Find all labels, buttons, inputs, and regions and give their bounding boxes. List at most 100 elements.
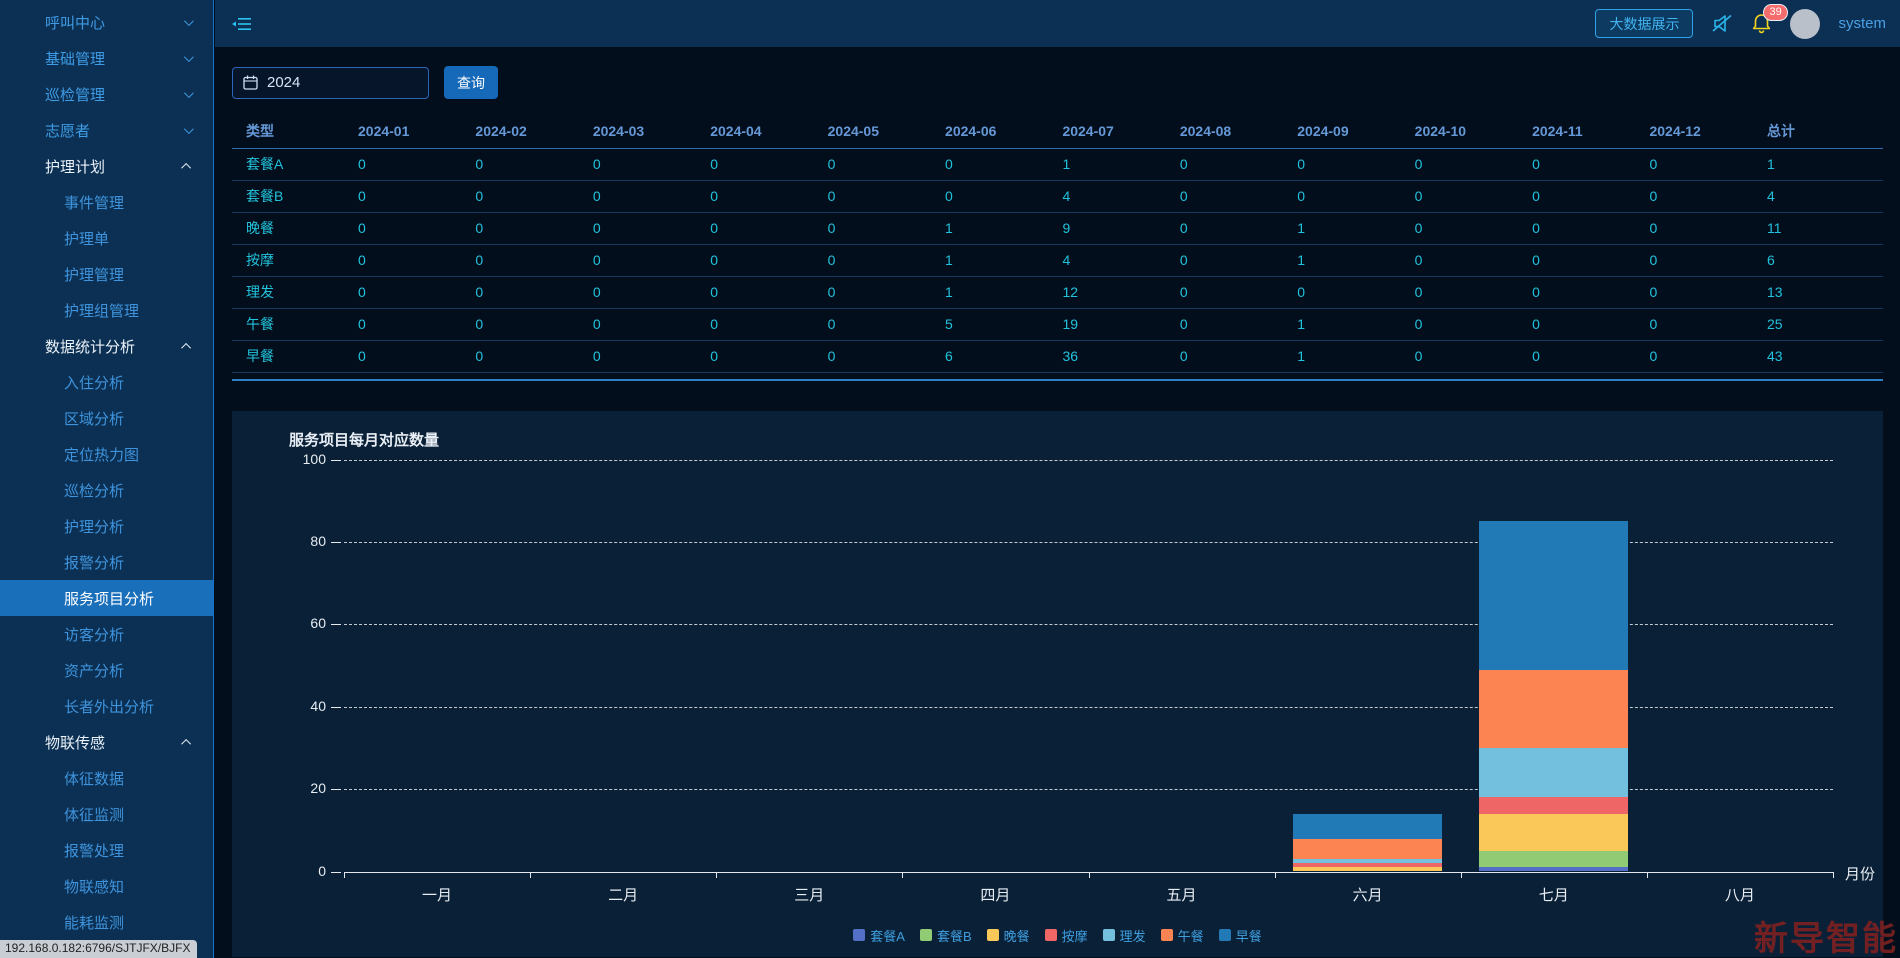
- cell-value: 0: [813, 244, 932, 277]
- mute-icon[interactable]: [1711, 14, 1733, 33]
- column-header: 2024-11: [1518, 114, 1636, 149]
- x-category-label: 七月: [1538, 886, 1569, 904]
- cell-value: 0: [696, 180, 814, 213]
- row-label: 按摩: [232, 244, 344, 277]
- table-header-row: 类型 2024-01 2024-02 2024-03 2024-04 2024-05 202…: [232, 114, 1883, 149]
- sidebar-item-数据统计分析[interactable]: 数据统计分析: [0, 328, 213, 364]
- legend-item-按摩[interactable]: 按摩: [1044, 926, 1088, 945]
- legend-label: 午餐: [1177, 928, 1204, 944]
- x-tick: [1274, 871, 1276, 878]
- legend-item-理发[interactable]: 理发: [1102, 926, 1146, 945]
- cell-value: 0: [461, 276, 579, 309]
- table-row: 理发 0 0 0 0 0 1 12 0 0 0 0 0 13: [232, 276, 1883, 309]
- sidebar-item-事件管理[interactable]: 事件管理: [0, 184, 213, 220]
- sidebar-item-巡检管理[interactable]: 巡检管理: [0, 76, 213, 112]
- row-label: 理发: [232, 276, 344, 309]
- sidebar-item-label: 物联感知: [64, 878, 125, 896]
- row-total: 11: [1753, 212, 1883, 245]
- legend-swatch: [853, 929, 866, 941]
- x-category-label: 二月: [608, 886, 639, 904]
- service-table: 类型 2024-01 2024-02 2024-03 2024-04 2024-05 202…: [232, 114, 1883, 373]
- sidebar-item-志愿者[interactable]: 志愿者: [0, 112, 213, 148]
- sidebar-item-资产分析[interactable]: 资产分析: [0, 652, 213, 688]
- y-tick: [331, 459, 341, 461]
- cell-value: 0: [1400, 244, 1519, 277]
- legend-item-晚餐[interactable]: 晚餐: [986, 926, 1030, 945]
- sidebar-item-入住分析[interactable]: 入住分析: [0, 364, 213, 400]
- row-total: 13: [1753, 276, 1883, 309]
- legend-label: 晚餐: [1003, 928, 1030, 944]
- sidebar-item-基础管理[interactable]: 基础管理: [0, 40, 213, 76]
- column-header: 2024-04: [696, 114, 814, 149]
- bigdata-display-button[interactable]: 大数据展示: [1595, 9, 1694, 38]
- cell-value: 0: [1518, 276, 1636, 309]
- bar-segment-理发: [1293, 859, 1443, 864]
- x-tick: [1833, 871, 1834, 878]
- legend-item-套餐A[interactable]: 套餐A: [853, 926, 905, 945]
- sidebar-item-label: 数据统计分析: [45, 338, 136, 356]
- cell-value: 0: [344, 244, 462, 277]
- chevron-down-icon: [183, 87, 194, 98]
- cell-value: 0: [344, 212, 462, 245]
- sidebar-item-label: 访客分析: [64, 626, 125, 644]
- sidebar-item-label: 服务项目分析: [64, 590, 155, 608]
- sidebar-item-物联传感[interactable]: 物联传感: [0, 724, 213, 760]
- cell-value: 0: [696, 276, 814, 309]
- query-bar: 2024 查询: [232, 47, 1883, 99]
- sidebar-item-服务项目分析[interactable]: 服务项目分析: [0, 580, 213, 616]
- column-header: 2024-09: [1283, 114, 1401, 149]
- legend-label: 理发: [1119, 928, 1146, 944]
- cell-value: 0: [1635, 276, 1753, 309]
- sidebar-item-报警处理[interactable]: 报警处理: [0, 832, 213, 868]
- row-label: 套餐A: [232, 148, 344, 181]
- y-tick: [331, 706, 341, 708]
- avatar[interactable]: [1790, 8, 1821, 39]
- legend-item-早餐[interactable]: 早餐: [1218, 926, 1262, 945]
- sidebar-item-长者外出分析[interactable]: 长者外出分析: [0, 688, 213, 724]
- sidebar-item-护理分析[interactable]: 护理分析: [0, 508, 213, 544]
- legend-item-午餐[interactable]: 午餐: [1160, 926, 1204, 945]
- cell-value: 0: [1165, 244, 1284, 277]
- bar-segment-套餐A: [1479, 867, 1629, 872]
- sidebar-item-体征监测[interactable]: 体征监测: [0, 796, 213, 832]
- cell-value: 0: [461, 180, 579, 213]
- sidebar-item-访客分析[interactable]: 访客分析: [0, 616, 213, 652]
- sidebar-item-体征数据[interactable]: 体征数据: [0, 760, 213, 796]
- menu-fold-icon[interactable]: [232, 16, 252, 32]
- bar-segment-按摩: [1293, 863, 1443, 868]
- sidebar-item-区域分析[interactable]: 区域分析: [0, 400, 213, 436]
- sidebar-item-护理单[interactable]: 护理单: [0, 220, 213, 256]
- column-header: 2024-03: [578, 114, 697, 149]
- sidebar-item-巡检分析[interactable]: 巡检分析: [0, 472, 213, 508]
- cell-value: 0: [813, 340, 932, 373]
- bar-六月: [1293, 813, 1443, 872]
- sidebar-item-定位热力图[interactable]: 定位热力图: [0, 436, 213, 472]
- sidebar: 呼叫中心 基础管理 巡检管理 志愿者 护理计划 事件管理 护理单 护理管理 护理组管理数据统计分…: [0, 0, 214, 958]
- sidebar-item-护理计划[interactable]: 护理计划: [0, 148, 213, 184]
- cell-value: 0: [696, 212, 814, 245]
- legend-item-套餐B[interactable]: 套餐B: [919, 926, 972, 945]
- cell-value: 12: [1048, 276, 1166, 309]
- y-tick: [331, 541, 341, 543]
- cell-value: 1: [931, 212, 1049, 245]
- sidebar-item-物联感知[interactable]: 物联感知: [0, 868, 213, 904]
- sidebar-item-报警分析[interactable]: 报警分析: [0, 544, 213, 580]
- sidebar-item-label: 资产分析: [64, 662, 125, 680]
- notification-bell[interactable]: 39: [1751, 4, 1788, 34]
- sidebar-item-label: 护理分析: [64, 518, 125, 536]
- chevron-down-icon: [183, 15, 194, 26]
- x-tick: [902, 871, 904, 878]
- year-date-input[interactable]: 2024: [232, 66, 429, 99]
- legend-swatch: [1044, 929, 1057, 941]
- cell-value: 0: [1283, 180, 1401, 213]
- query-button[interactable]: 查询: [444, 66, 498, 99]
- sidebar-item-label: 体征数据: [64, 770, 125, 788]
- sidebar-item-label: 定位热力图: [64, 446, 140, 464]
- sidebar-item-能耗监测[interactable]: 能耗监测: [0, 904, 213, 940]
- topbar: 大数据展示 39 system: [215, 0, 1900, 47]
- cell-value: 0: [1283, 148, 1401, 181]
- sidebar-item-护理组管理[interactable]: 护理组管理: [0, 292, 213, 328]
- sidebar-item-护理管理[interactable]: 护理管理: [0, 256, 213, 292]
- sidebar-item-呼叫中心[interactable]: 呼叫中心: [0, 4, 213, 40]
- cell-value: 0: [461, 308, 579, 341]
